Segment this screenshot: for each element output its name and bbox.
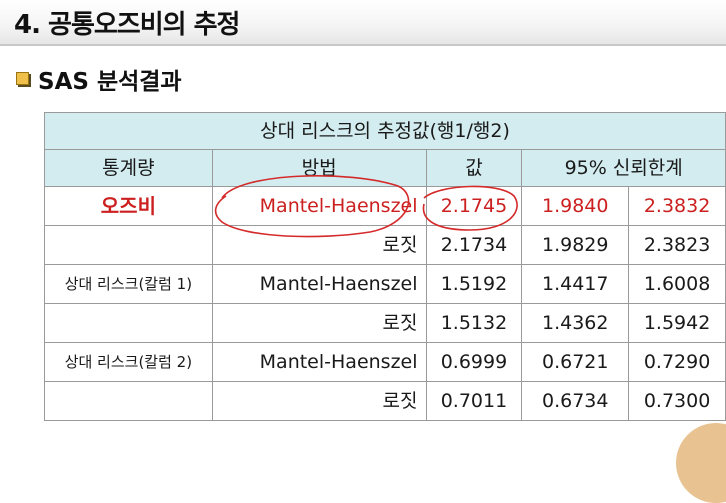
decorative-corner-shape (676, 423, 726, 503)
method-cell: 로짓 (211, 303, 427, 343)
stat-label (44, 303, 213, 343)
upper-limit-cell: 1.6008 (628, 264, 726, 304)
table-caption-row: 상대 리스크의 추정값(행1/행2) (44, 112, 726, 150)
table-caption: 상대 리스크의 추정값(행1/행2) (44, 112, 726, 150)
table-row: 로짓 1.5132 1.4362 1.5942 (44, 303, 726, 343)
lower-limit-cell: 0.6734 (521, 381, 630, 421)
table-row: 상대 리스크(칼럼 2) Mantel-Haenszel 0.6999 0.67… (44, 342, 726, 382)
method-cell: 로짓 (211, 381, 427, 421)
value-cell: 1.5192 (425, 264, 523, 304)
stat-label: 오즈비 (44, 186, 213, 226)
table-row: 오즈비 Mantel-Haenszel 2.1745 1.9840 2.3832 (44, 186, 726, 226)
value-cell: 0.7011 (425, 381, 523, 421)
lower-limit-cell: 1.9829 (521, 225, 630, 265)
slide-title: 4. 공통오즈비의 추정 (14, 10, 240, 40)
method-cell: Mantel-Haenszel (211, 264, 427, 304)
square-bullet-icon (16, 72, 29, 85)
method-cell: Mantel-Haenszel (211, 186, 427, 226)
results-table: 상대 리스크의 추정값(행1/행2) 통계량 방법 값 95% 신뢰한계 오즈비… (44, 112, 726, 421)
table-header-row: 통계량 방법 값 95% 신뢰한계 (44, 149, 726, 187)
value-cell: 2.1745 (425, 186, 523, 226)
title-band (0, 0, 726, 44)
lower-limit-cell: 1.4417 (521, 264, 630, 304)
section-subtitle: SAS 분석결과 (38, 69, 182, 95)
value-cell: 1.5132 (425, 303, 523, 343)
lower-limit-cell: 1.4362 (521, 303, 630, 343)
upper-limit-cell: 0.7300 (628, 381, 726, 421)
stat-label: 상대 리스크(칼럼 2) (44, 342, 213, 382)
header-confidence-limits: 95% 신뢰한계 (521, 149, 726, 187)
stat-label (44, 381, 213, 421)
table-row: 로짓 2.1734 1.9829 2.3823 (44, 225, 726, 265)
upper-limit-cell: 2.3823 (628, 225, 726, 265)
lower-limit-cell: 0.6721 (521, 342, 630, 382)
method-cell: 로짓 (211, 225, 427, 265)
value-cell: 0.6999 (425, 342, 523, 382)
value-cell: 2.1734 (425, 225, 523, 265)
upper-limit-cell: 2.3832 (628, 186, 726, 226)
lower-limit-cell: 1.9840 (521, 186, 630, 226)
header-method: 방법 (211, 149, 427, 187)
title-divider (0, 44, 726, 46)
stat-label (44, 225, 213, 265)
method-cell: Mantel-Haenszel (211, 342, 427, 382)
header-value: 값 (425, 149, 523, 187)
upper-limit-cell: 1.5942 (628, 303, 726, 343)
stat-label: 상대 리스크(칼럼 1) (44, 264, 213, 304)
table-row: 로짓 0.7011 0.6734 0.7300 (44, 381, 726, 421)
table-row: 상대 리스크(칼럼 1) Mantel-Haenszel 1.5192 1.44… (44, 264, 726, 304)
upper-limit-cell: 0.7290 (628, 342, 726, 382)
header-statistic: 통계량 (44, 149, 213, 187)
